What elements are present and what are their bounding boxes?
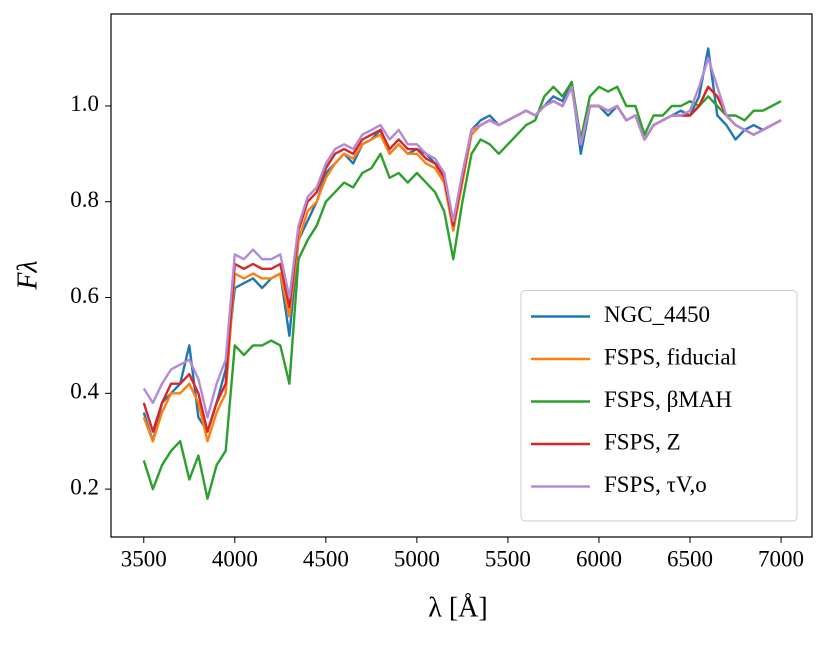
legend-label: NGC_4450 xyxy=(604,302,710,327)
y-axis-label: Fλ xyxy=(12,260,43,290)
legend-box xyxy=(520,290,798,522)
x-tick-label: 6500 xyxy=(667,546,713,571)
legend-label: FSPS, βMAH xyxy=(604,387,732,412)
legend-label: FSPS, fiducial xyxy=(604,344,737,369)
y-tick-label: 0.8 xyxy=(70,187,99,212)
x-tick-label: 5500 xyxy=(485,546,531,571)
y-tick-label: 1.0 xyxy=(70,91,99,116)
x-tick-label: 7000 xyxy=(758,546,804,571)
plot-frame xyxy=(110,13,813,538)
legend-label: FSPS, Z xyxy=(604,429,681,454)
y-tick-label: 0.6 xyxy=(70,283,99,308)
x-tick-label: 4000 xyxy=(212,546,258,571)
x-tick-label: 3500 xyxy=(121,546,167,571)
series-line xyxy=(142,80,782,500)
y-tick-label: 0.4 xyxy=(70,379,99,404)
x-tick-label: 5000 xyxy=(394,546,440,571)
x-tick-label: 6000 xyxy=(576,546,622,571)
legend-label: FSPS, τV,o xyxy=(604,472,707,497)
x-tick-label: 4500 xyxy=(303,546,349,571)
x-axis-label: λ [Å] xyxy=(428,592,487,623)
series-line xyxy=(142,56,782,419)
y-tick-label: 0.2 xyxy=(70,474,99,499)
